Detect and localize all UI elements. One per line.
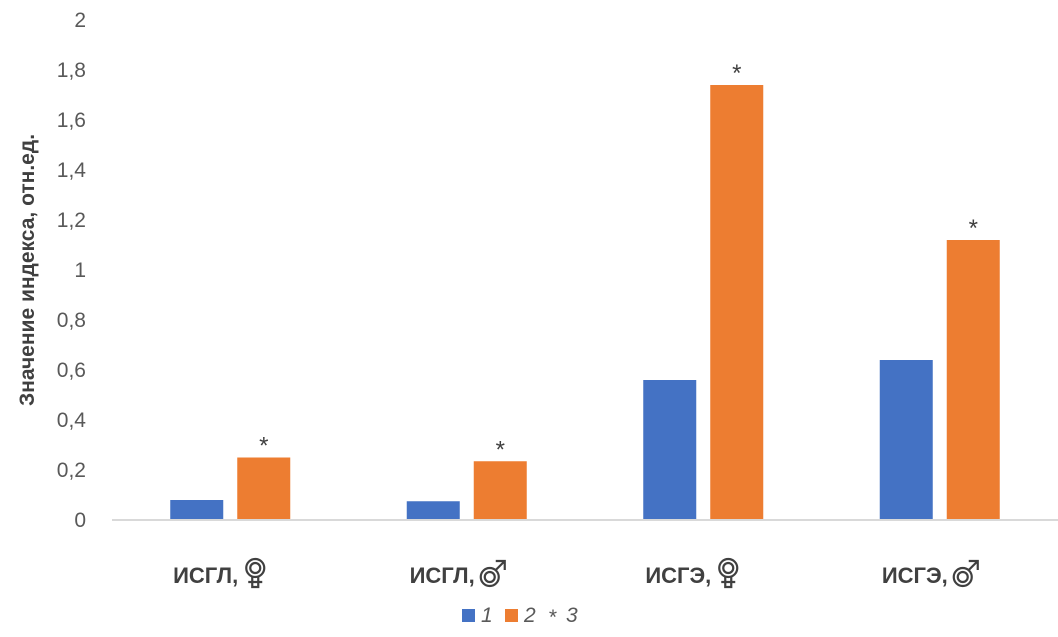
- y-tick-label: 0,2: [57, 459, 86, 482]
- y-tick-label: 1,2: [57, 209, 86, 232]
- significance-asterisk: *: [969, 215, 978, 242]
- category-label-text: ИСГЭ,: [645, 563, 711, 588]
- y-tick-label: 2: [74, 9, 86, 32]
- bar-series-1: [406, 501, 460, 520]
- y-tick-label: 0,8: [57, 309, 86, 332]
- significance-asterisk: *: [259, 433, 268, 460]
- male-icon: [952, 559, 979, 588]
- category-label-text: ИСГЛ,: [410, 563, 475, 588]
- legend-label: 2: [523, 604, 536, 627]
- y-tick-label: 0,4: [57, 409, 87, 432]
- y-axis-ticks: 0 0,2 0,4 0,6 0,8 1 1,2 1,4 1,6 1,8 2: [57, 9, 87, 532]
- y-tick-label: 1,4: [57, 159, 87, 182]
- legend-label: 1: [481, 604, 493, 627]
- legend: 1 2 * 3: [462, 604, 578, 629]
- significance-asterisk: *: [732, 60, 741, 87]
- female-icon: [245, 557, 266, 589]
- legend-label: 3: [566, 604, 578, 627]
- bar-series-1: [170, 500, 224, 520]
- legend-item: 1: [462, 604, 493, 627]
- legend-swatch: [505, 609, 518, 622]
- category-label-text: ИСГЛ,: [173, 563, 238, 588]
- bar-series-2: [710, 85, 764, 520]
- y-axis-label-group: Значение индекса, отн.ед.: [16, 134, 39, 406]
- category-label: ИСГЭ,: [882, 559, 979, 588]
- legend-asterisk: *: [548, 606, 557, 629]
- female-icon: [718, 557, 739, 589]
- bar-series-1: [643, 380, 697, 520]
- y-tick-label: 1: [74, 259, 86, 282]
- category-labels: ИСГЛ, ИСГЛ, ИСГЭ, ИСГЭ,: [173, 557, 979, 589]
- legend-item: * 3: [548, 604, 578, 629]
- category-label: ИСГЭ,: [645, 557, 739, 589]
- bars: [170, 85, 1000, 520]
- bar-series-2: [946, 240, 1000, 520]
- y-tick-label: 1,8: [57, 59, 86, 82]
- y-tick-label: 0: [74, 509, 86, 532]
- y-axis-label: Значение индекса, отн.ед.: [16, 134, 39, 406]
- bar-series-1: [879, 360, 933, 520]
- bar-series-2: [237, 457, 291, 520]
- category-label: ИСГЛ,: [410, 559, 506, 588]
- bar-series-2: [473, 461, 527, 520]
- category-label: ИСГЛ,: [173, 557, 266, 589]
- significance-markers: * * * *: [259, 60, 978, 463]
- category-label-text: ИСГЭ,: [882, 563, 948, 588]
- y-tick-label: 1,6: [57, 109, 86, 132]
- significance-asterisk: *: [496, 436, 505, 463]
- male-icon: [479, 559, 506, 588]
- y-tick-label: 0,6: [57, 359, 86, 382]
- legend-swatch: [462, 609, 475, 622]
- legend-item: 2: [505, 604, 536, 627]
